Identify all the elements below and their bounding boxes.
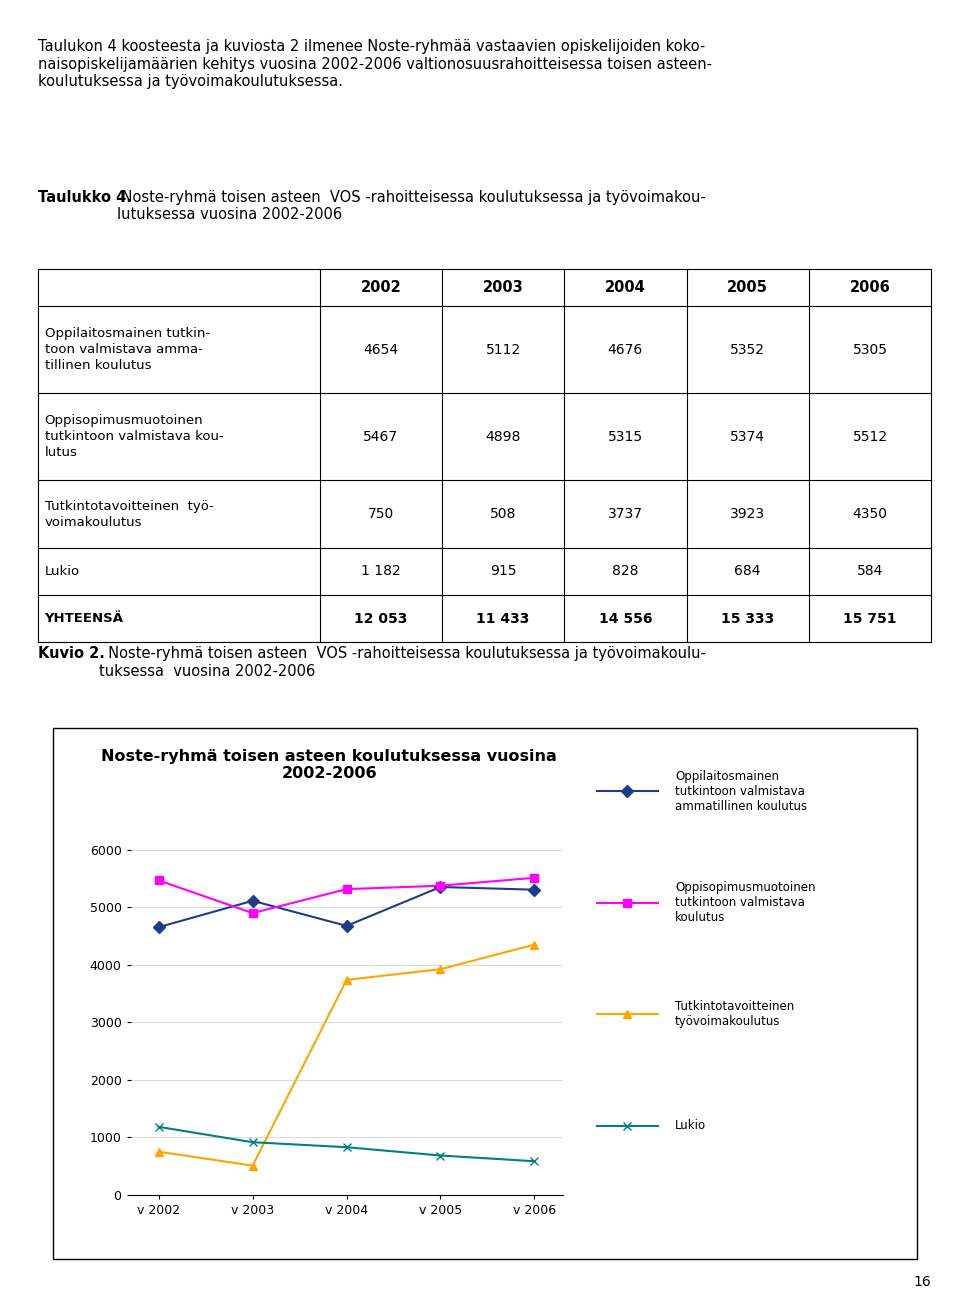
Text: 4676: 4676 [608, 342, 643, 357]
Text: Oppilaitosmainen tutkin-
toon valmistava amma-
tillinen koulutus: Oppilaitosmainen tutkin- toon valmistava… [45, 328, 210, 372]
Text: 2002: 2002 [360, 281, 401, 295]
Text: 5352: 5352 [731, 342, 765, 357]
Text: 4350: 4350 [852, 507, 888, 520]
Text: 1 182: 1 182 [361, 565, 400, 578]
Text: Oppisopimusmuotoinen
tutkintoon valmistava
koulutus: Oppisopimusmuotoinen tutkintoon valmista… [675, 881, 815, 924]
Text: 3737: 3737 [608, 507, 643, 520]
Text: Tutkintotavoitteinen  työ-
voimakoulutus: Tutkintotavoitteinen työ- voimakoulutus [45, 499, 213, 528]
Text: 11 433: 11 433 [476, 612, 530, 625]
Text: 828: 828 [612, 565, 638, 578]
Text: 4654: 4654 [363, 342, 398, 357]
Text: 16: 16 [914, 1274, 931, 1289]
Text: 5315: 5315 [608, 430, 643, 444]
Text: 2006: 2006 [850, 281, 891, 295]
Text: Kuvio 2.: Kuvio 2. [38, 646, 106, 661]
Text: 2005: 2005 [728, 281, 768, 295]
Text: 5374: 5374 [731, 430, 765, 444]
Text: 915: 915 [490, 565, 516, 578]
Text: 508: 508 [490, 507, 516, 520]
Text: 584: 584 [857, 565, 883, 578]
Text: 15 751: 15 751 [843, 612, 897, 625]
Text: Noste-ryhmä toisen asteen  VOS -rahoitteisessa koulutuksessa ja työvoimakoulu-
t: Noste-ryhmä toisen asteen VOS -rahoittei… [99, 646, 706, 679]
Text: 5467: 5467 [363, 430, 398, 444]
Text: 15 333: 15 333 [721, 612, 775, 625]
Text: 2004: 2004 [605, 281, 646, 295]
Text: Tutkintotavoitteinen
työvoimakoulutus: Tutkintotavoitteinen työvoimakoulutus [675, 1000, 794, 1028]
Text: 750: 750 [368, 507, 394, 520]
Text: 3923: 3923 [731, 507, 765, 520]
Text: 2003: 2003 [483, 281, 523, 295]
Text: 4898: 4898 [486, 430, 520, 444]
Text: Oppisopimusmuotoinen
tutkintoon valmistava kou-
lutus: Oppisopimusmuotoinen tutkintoon valmista… [45, 414, 224, 459]
Text: Taulukko 4.: Taulukko 4. [38, 190, 132, 205]
Text: 14 556: 14 556 [599, 612, 652, 625]
Text: Noste-ryhmä toisen asteen  VOS -rahoitteisessa koulutuksessa ja työvoimakou-
lut: Noste-ryhmä toisen asteen VOS -rahoittei… [117, 190, 706, 223]
Text: Lukio: Lukio [675, 1120, 706, 1133]
Text: Oppilaitosmainen
tutkintoon valmistava
ammatillinen koulutus: Oppilaitosmainen tutkintoon valmistava a… [675, 770, 807, 813]
Text: 5112: 5112 [486, 342, 520, 357]
FancyBboxPatch shape [53, 728, 917, 1259]
Text: YHTEENSÄ: YHTEENSÄ [45, 612, 124, 625]
Text: 12 053: 12 053 [354, 612, 407, 625]
Text: Lukio: Lukio [45, 565, 80, 578]
Text: 684: 684 [734, 565, 761, 578]
Text: Noste-ryhmä toisen asteen koulutuksessa vuosina
2002-2006: Noste-ryhmä toisen asteen koulutuksessa … [102, 749, 557, 781]
Text: 5512: 5512 [852, 430, 888, 444]
Text: 5305: 5305 [852, 342, 888, 357]
Text: Taulukon 4 koosteesta ja kuviosta 2 ilmenee Noste-ryhmää vastaavien opiskelijoid: Taulukon 4 koosteesta ja kuviosta 2 ilme… [38, 39, 712, 89]
